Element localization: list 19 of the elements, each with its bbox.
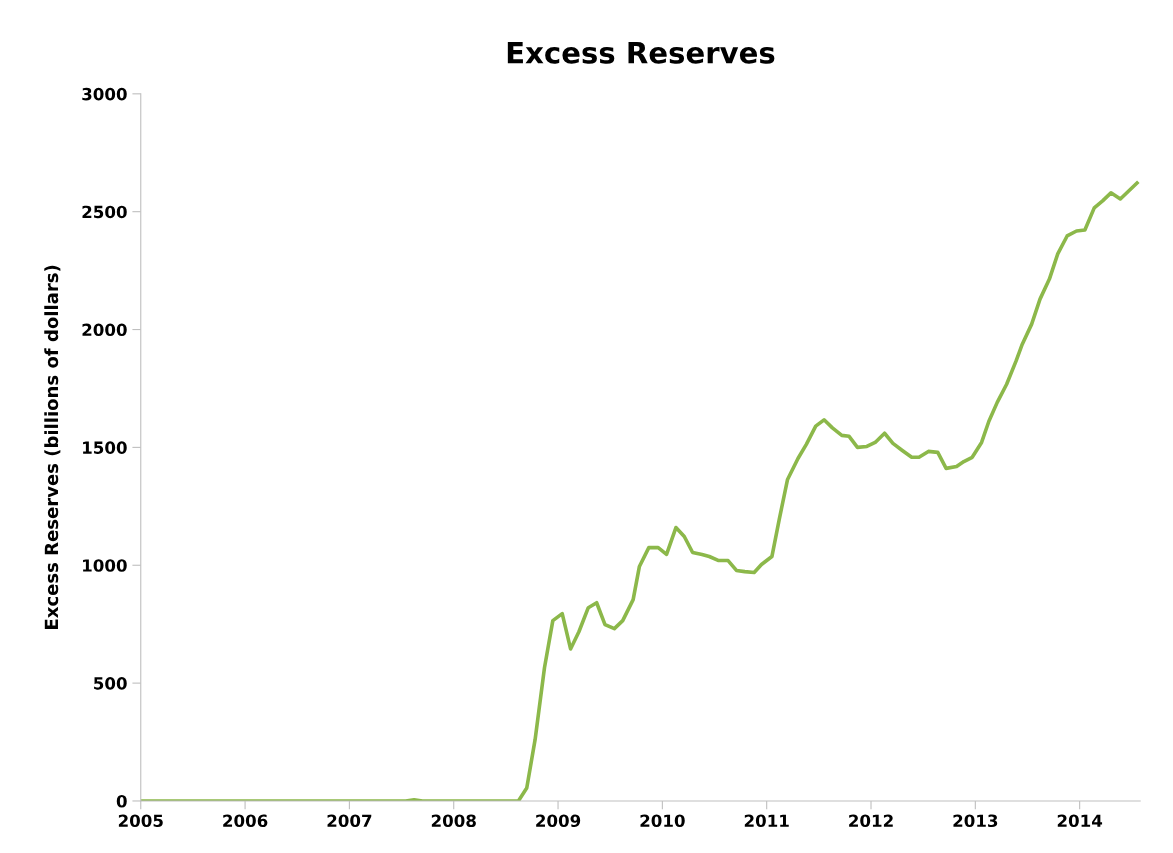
y-tick-label: 0 (116, 794, 127, 808)
x-tick-label: 2005 (118, 814, 163, 828)
x-tick-label: 2009 (536, 814, 581, 828)
y-tick-label: 1500 (83, 441, 127, 454)
x-tick-label: 2014 (1057, 814, 1103, 828)
y-tick-label: 2000 (82, 323, 127, 337)
x-tick-label: 2010 (640, 814, 685, 828)
x-tick-label: 2013 (953, 814, 998, 828)
y-axis-title: Excess Reserves (billions of dollars) (44, 265, 61, 629)
x-tick-label: 2011 (744, 814, 789, 828)
chart-title: Excess Reserves (507, 42, 775, 64)
x-tick-label: 2008 (431, 814, 476, 828)
y-tick-label: 500 (94, 677, 127, 690)
y-tick-label: 3000 (82, 87, 127, 101)
y-tick-label: 1000 (83, 559, 127, 572)
x-tick-label: 2007 (327, 814, 372, 828)
x-tick-label: 2012 (849, 814, 893, 828)
y-tick-label: 2500 (82, 205, 127, 219)
x-tick-label: 2006 (223, 814, 268, 828)
